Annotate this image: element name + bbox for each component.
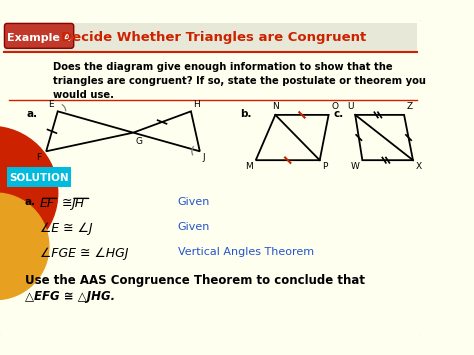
Text: G: G — [136, 137, 143, 146]
Text: E: E — [48, 100, 53, 109]
Text: U: U — [347, 102, 354, 111]
Text: JH: JH — [71, 197, 84, 211]
FancyBboxPatch shape — [7, 167, 71, 187]
Text: ≅: ≅ — [62, 197, 73, 211]
Text: Use the AAS Congruence Theorem to conclude that: Use the AAS Congruence Theorem to conclu… — [25, 274, 365, 287]
Text: EF: EF — [40, 197, 55, 211]
Text: b.: b. — [240, 109, 251, 119]
Text: F: F — [36, 153, 42, 162]
Bar — [3, 23, 418, 52]
Text: a.: a. — [27, 109, 38, 119]
Text: M: M — [246, 162, 253, 171]
Circle shape — [0, 126, 58, 260]
Text: SOLUTION: SOLUTION — [9, 173, 69, 183]
Text: N: N — [272, 102, 279, 111]
Text: X: X — [416, 162, 422, 171]
Text: O: O — [331, 102, 338, 111]
Text: Does the diagram give enough information to show that the
triangles are congruen: Does the diagram give enough information… — [53, 62, 426, 100]
Text: c.: c. — [333, 109, 343, 119]
Text: a.: a. — [25, 197, 36, 207]
Text: Decide Whether Triangles are Congruent: Decide Whether Triangles are Congruent — [61, 31, 366, 44]
Text: ∠E ≅ ∠J: ∠E ≅ ∠J — [40, 222, 92, 235]
Circle shape — [0, 193, 49, 300]
Text: Vertical Angles Theorem: Vertical Angles Theorem — [178, 247, 314, 257]
Text: Z: Z — [407, 102, 413, 111]
Text: Example 4: Example 4 — [7, 33, 72, 43]
Text: ∠FGE ≅ ∠HGJ: ∠FGE ≅ ∠HGJ — [40, 247, 128, 260]
FancyBboxPatch shape — [4, 23, 74, 48]
Text: W: W — [351, 162, 360, 171]
Text: △EFG ≅ △JHG.: △EFG ≅ △JHG. — [25, 290, 115, 303]
Text: Given: Given — [178, 222, 210, 233]
Text: H: H — [193, 100, 201, 109]
Text: Given: Given — [178, 197, 210, 207]
Text: P: P — [322, 162, 328, 171]
Text: J: J — [202, 153, 205, 162]
FancyBboxPatch shape — [0, 18, 423, 337]
